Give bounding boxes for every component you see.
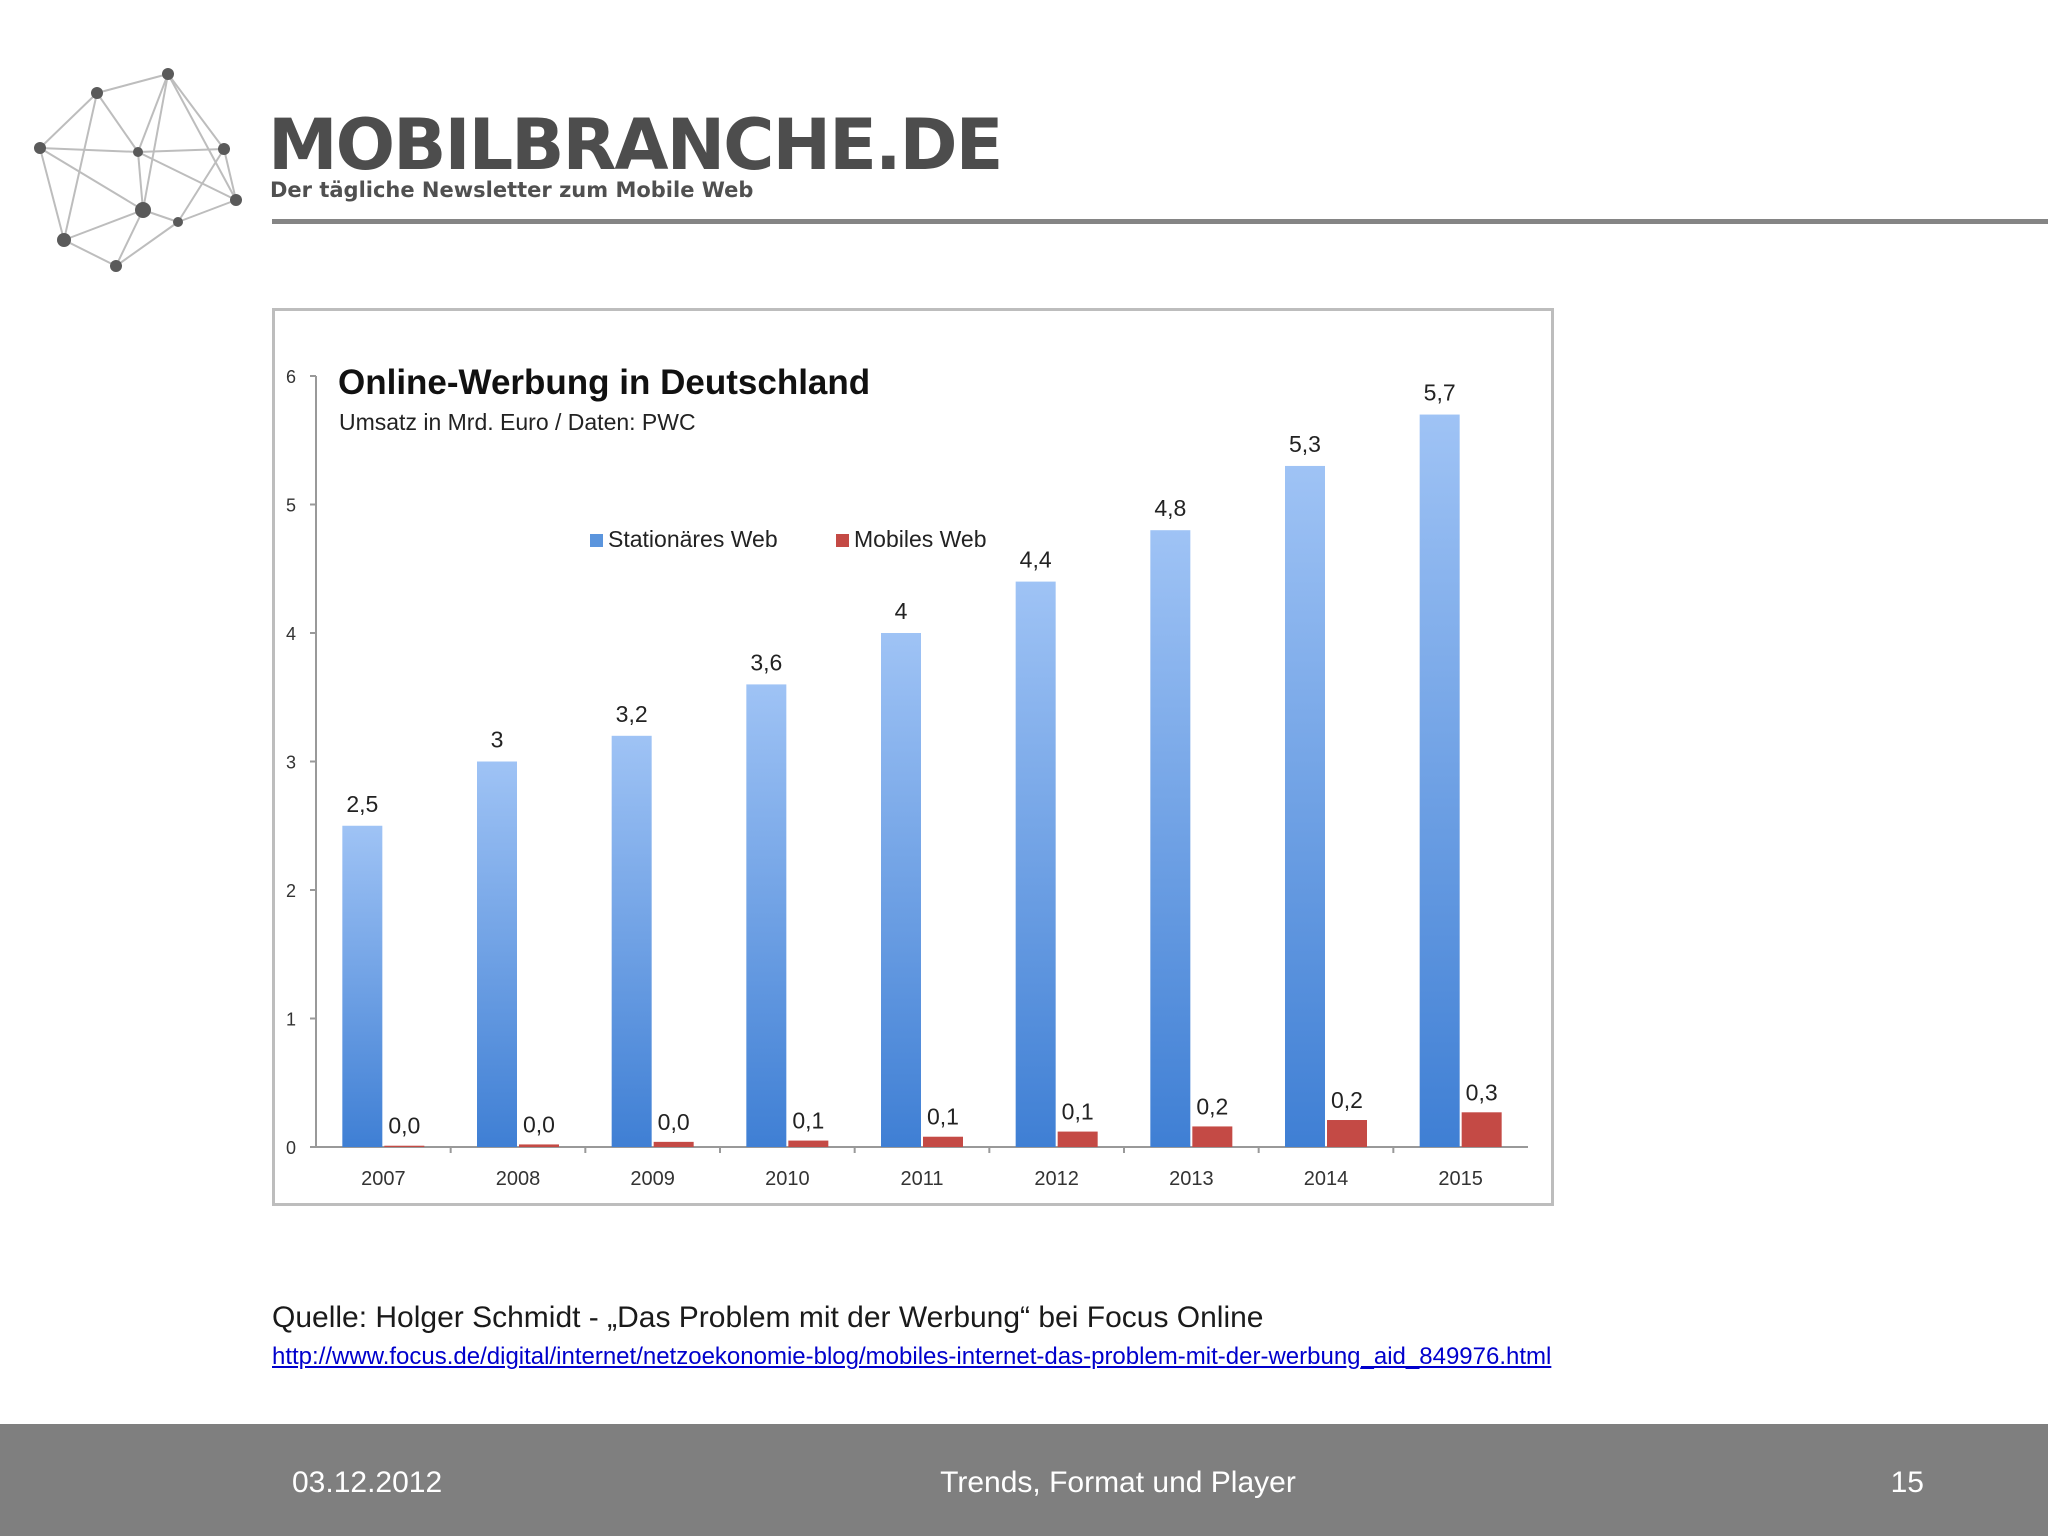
bar-mobile-2010	[788, 1140, 829, 1147]
value-label-stationary-2007: 2,5	[346, 791, 378, 817]
legend-label-stationary: Stationäres Web	[608, 526, 778, 552]
y-tick-label: 1	[286, 1010, 296, 1030]
bar-mobile-2007	[384, 1145, 425, 1147]
value-label-stationary-2011: 4	[895, 598, 908, 624]
value-label-stationary-2008: 3	[491, 727, 504, 753]
bar-stationary-2010	[746, 684, 787, 1147]
legend-swatch-mobile	[836, 534, 849, 547]
bar-stationary-2012	[1015, 581, 1056, 1147]
footer-date: 03.12.2012	[292, 1466, 443, 1499]
bar-stationary-2015	[1419, 414, 1460, 1147]
chart-subtitle: Umsatz in Mrd. Euro / Daten: PWC	[339, 409, 696, 435]
y-tick-label: 3	[286, 753, 296, 773]
footer-bar: 03.12.2012 Trends, Format und Player 15	[0, 1424, 2048, 1536]
bar-stationary-2008	[477, 761, 517, 1147]
y-tick-label: 5	[286, 496, 296, 516]
bar-mobile-2011	[923, 1136, 963, 1147]
header-divider	[272, 219, 2048, 224]
x-tick-label: 2014	[1304, 1168, 1349, 1190]
y-tick-label: 2	[286, 881, 296, 901]
chart-title: Online-Werbung in Deutschland	[338, 363, 870, 402]
value-label-mobile-2013: 0,2	[1196, 1093, 1228, 1119]
value-label-mobile-2007: 0,0	[388, 1113, 420, 1139]
bar-mobile-2009	[653, 1141, 694, 1147]
y-tick-label: 0	[286, 1138, 296, 1158]
y-tick-label: 6	[286, 367, 296, 387]
bar-stationary-2013	[1150, 530, 1191, 1147]
x-tick-label: 2010	[765, 1168, 810, 1190]
value-label-mobile-2012: 0,1	[1062, 1099, 1094, 1125]
bar-stationary-2009	[611, 735, 652, 1147]
bar-mobile-2012	[1057, 1131, 1098, 1147]
y-tick-label: 4	[286, 624, 296, 644]
footer-page-number: 15	[1890, 1466, 1924, 1499]
network-logo-icon	[34, 68, 242, 272]
bar-mobile-2013	[1192, 1126, 1233, 1147]
brand-name: MOBILBRANCHE.DE	[268, 104, 1003, 186]
value-label-mobile-2011: 0,1	[927, 1104, 959, 1130]
bar-mobile-2015	[1461, 1112, 1502, 1147]
value-label-stationary-2014: 5,3	[1289, 431, 1321, 457]
legend-label-mobile: Mobiles Web	[854, 526, 987, 552]
bar-stationary-2014	[1285, 465, 1325, 1147]
source-citation: Quelle: Holger Schmidt - „Das Problem mi…	[272, 1301, 1264, 1334]
x-tick-label: 2009	[630, 1168, 675, 1190]
x-tick-label: 2013	[1169, 1168, 1214, 1190]
x-tick-label: 2011	[900, 1168, 943, 1190]
bar-stationary-2011	[881, 633, 921, 1147]
value-label-mobile-2014: 0,2	[1331, 1087, 1363, 1113]
x-tick-label: 2008	[496, 1168, 541, 1190]
value-label-stationary-2013: 4,8	[1154, 495, 1186, 521]
footer-title: Trends, Format und Player	[940, 1466, 1296, 1499]
value-label-mobile-2008: 0,0	[523, 1111, 555, 1137]
value-label-mobile-2015: 0,3	[1466, 1079, 1498, 1105]
legend-swatch-stationary	[590, 534, 603, 547]
bar-mobile-2008	[519, 1144, 559, 1147]
source-link[interactable]: http://www.focus.de/digital/internet/net…	[272, 1343, 1552, 1370]
value-label-stationary-2015: 5,7	[1424, 380, 1456, 406]
value-label-stationary-2010: 3,6	[750, 649, 782, 675]
bar-stationary-2007	[342, 825, 383, 1147]
x-tick-label: 2012	[1034, 1168, 1079, 1190]
bar-mobile-2014	[1327, 1120, 1367, 1147]
chart-legend: Stationäres Web Mobiles Web	[590, 526, 987, 552]
value-label-mobile-2009: 0,0	[658, 1109, 690, 1135]
bar-chart: Online-Werbung in Deutschland Umsatz in …	[286, 363, 1528, 1190]
brand-tagline: Der tägliche Newsletter zum Mobile Web	[270, 178, 754, 202]
value-label-stationary-2009: 3,2	[616, 701, 648, 727]
value-label-stationary-2012: 4,4	[1020, 547, 1052, 573]
x-tick-label: 2007	[361, 1168, 406, 1190]
x-tick-label: 2015	[1438, 1168, 1483, 1190]
value-label-mobile-2010: 0,1	[792, 1108, 824, 1134]
